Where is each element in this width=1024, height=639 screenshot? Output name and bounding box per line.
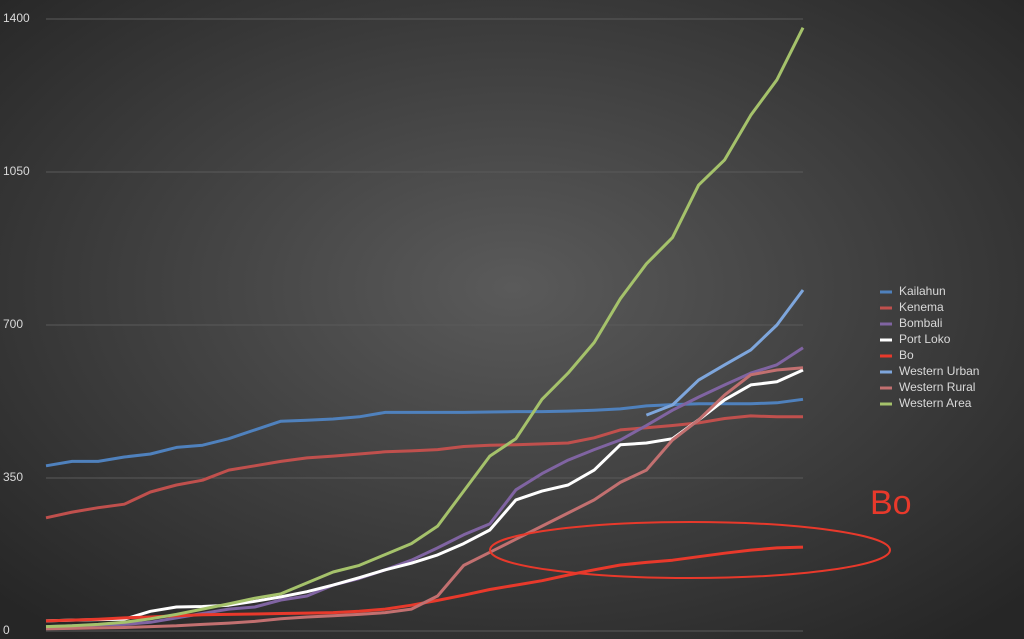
plot — [45, 27, 805, 631]
legend-label: Port Loko — [899, 332, 951, 346]
series-line — [45, 346, 804, 629]
series-line — [45, 397, 804, 468]
legend: Kailahun Kenema Bombali Port Loko Bo Western … — [880, 284, 979, 410]
series-line — [45, 414, 803, 520]
y-tick-label: 0 — [3, 623, 10, 637]
grid: 0 350 700 1050 1400 — [3, 11, 803, 637]
legend-label: Western Urban — [899, 364, 979, 378]
series-line — [645, 289, 805, 417]
legend-label: Kailahun — [899, 284, 946, 298]
annotation-ellipse — [489, 521, 891, 579]
legend-label: Western Rural — [899, 380, 975, 394]
series-line — [45, 27, 805, 629]
legend-label: Kenema — [899, 300, 944, 314]
legend-label: Bombali — [899, 316, 942, 330]
y-tick-label: 1050 — [3, 164, 30, 178]
series-line — [45, 366, 804, 631]
y-tick-label: 350 — [3, 470, 23, 484]
y-tick-label: 700 — [3, 317, 23, 331]
annotation: Bo — [870, 484, 912, 522]
y-tick-label: 1400 — [3, 11, 30, 25]
legend-label: Western Area — [899, 396, 972, 410]
legend-label: Bo — [899, 348, 914, 362]
